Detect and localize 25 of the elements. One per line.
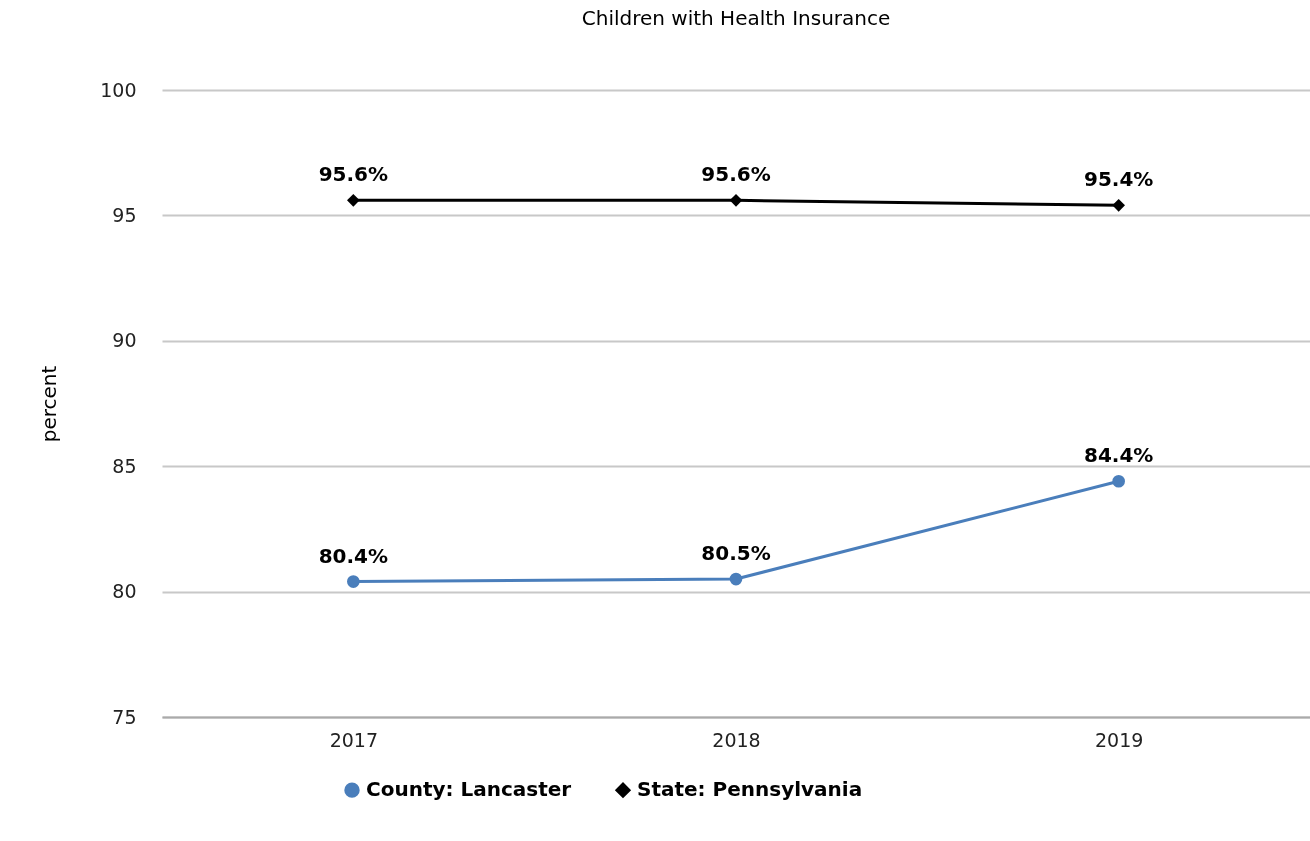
legend-label: County: Lancaster — [366, 777, 572, 802]
x-tick-label: 2019 — [1094, 728, 1144, 751]
data-label: 95.6% — [701, 162, 771, 187]
y-axis-title: percent — [37, 365, 62, 443]
data-label: 95.4% — [1083, 167, 1154, 192]
point — [729, 572, 743, 586]
x-tick-label: 2018 — [712, 728, 761, 751]
data-label: 80.4% — [318, 543, 389, 568]
y-tick-label: 95 — [112, 203, 137, 226]
x-tick-label: 2017 — [329, 728, 379, 751]
data-label: 84.4% — [1083, 443, 1154, 468]
y-tick-label: 100 — [100, 78, 137, 101]
chart-title: Children with Health Insurance — [581, 6, 891, 30]
point — [729, 194, 743, 207]
y-tick-label: 80 — [112, 580, 137, 603]
data-label: 80.5% — [701, 541, 771, 566]
y-tick-label: 75 — [112, 705, 137, 728]
legend-label: State: Pennsylvania — [637, 777, 863, 802]
y-tick-label: 90 — [112, 329, 137, 352]
point — [347, 575, 360, 588]
point — [1112, 474, 1125, 488]
data-label: 95.6% — [318, 162, 389, 187]
y-tick-label: 85 — [112, 454, 137, 477]
point — [347, 194, 360, 207]
point — [1112, 199, 1125, 212]
